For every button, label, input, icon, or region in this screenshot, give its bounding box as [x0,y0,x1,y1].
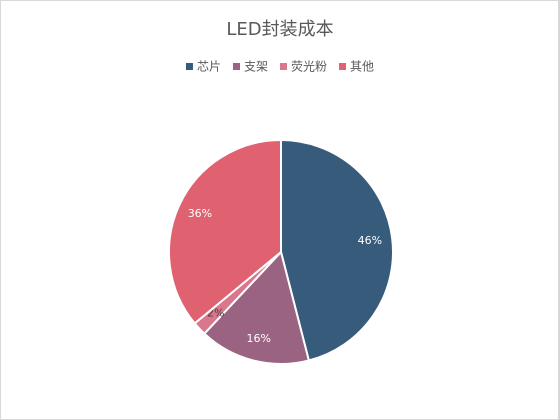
legend-label: 其他 [350,60,374,74]
legend-label: 支架 [244,60,268,74]
data-label: 36% [188,207,212,220]
pie-slice [168,138,282,325]
legend-label: 芯片 [197,60,221,74]
data-label: 16% [246,332,270,345]
legend-swatch [185,63,193,70]
legend-swatch [280,63,287,70]
legend-swatch [232,63,240,70]
legend: 芯片 支架 荧光粉 其他 [185,60,374,74]
data-label: 46% [358,234,382,247]
pie-slice [280,138,394,362]
legend-label: 荧光粉 [291,60,327,74]
legend-swatch [339,63,347,70]
chart-title: LED封装成本 [226,19,333,40]
pie-slice [202,249,311,365]
